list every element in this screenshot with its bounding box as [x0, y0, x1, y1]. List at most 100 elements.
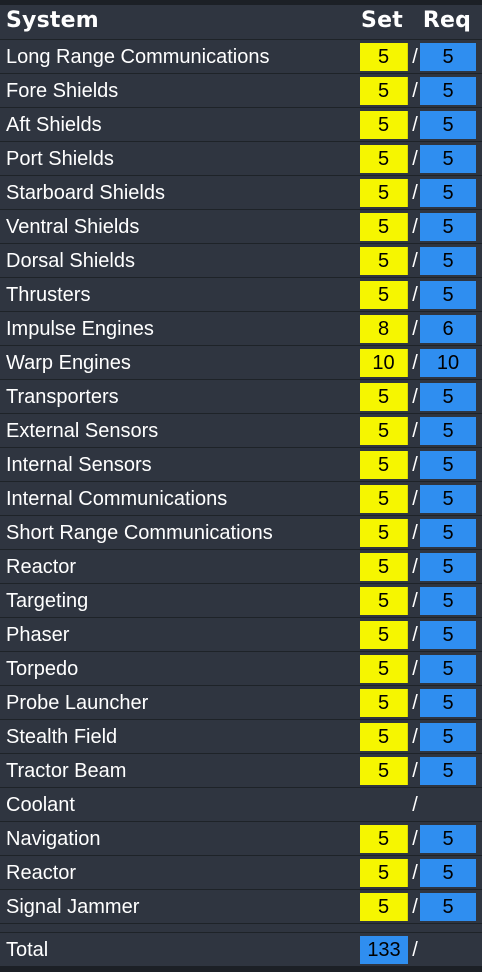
set-value[interactable]: 5: [360, 383, 408, 411]
system-name: Reactor: [6, 556, 77, 578]
system-row: Thrusters 5 / 5: [0, 278, 482, 312]
system-row: Targeting 5 / 5: [0, 584, 482, 618]
system-row: Stealth Field 5 / 5: [0, 720, 482, 754]
system-name: Thrusters: [6, 284, 91, 306]
set-value[interactable]: 5: [360, 43, 408, 71]
separator-slash: /: [412, 250, 418, 272]
set-value[interactable]: 5: [360, 417, 408, 445]
system-row: Fore Shields 5 / 5: [0, 74, 482, 108]
system-name: Short Range Communications: [6, 522, 273, 544]
set-value[interactable]: 5: [360, 213, 408, 241]
separator-slash: /: [412, 556, 418, 578]
set-value[interactable]: 5: [360, 859, 408, 887]
total-row: Total 133 /: [0, 932, 482, 966]
set-value[interactable]: 5: [360, 757, 408, 785]
req-value: 5: [420, 213, 476, 241]
req-value: 5: [420, 519, 476, 547]
separator-slash: /: [412, 420, 418, 442]
system-name: Long Range Communications: [6, 46, 270, 68]
req-value: 5: [420, 383, 476, 411]
req-value: 5: [420, 179, 476, 207]
req-value: 5: [420, 859, 476, 887]
separator-slash: /: [412, 828, 418, 850]
req-value: 5: [420, 553, 476, 581]
set-value[interactable]: 5: [360, 689, 408, 717]
set-value[interactable]: 5: [360, 179, 408, 207]
system-name: Internal Communications: [6, 488, 228, 510]
system-row: Internal Communications 5 / 5: [0, 482, 482, 516]
system-name: Dorsal Shields: [6, 250, 135, 272]
separator-slash: /: [412, 896, 418, 918]
total-value: 133: [360, 936, 408, 964]
separator-slash: /: [412, 182, 418, 204]
system-row: Navigation 5 / 5: [0, 822, 482, 856]
system-row: Impulse Engines 8 / 6: [0, 312, 482, 346]
system-row: External Sensors 5 / 5: [0, 414, 482, 448]
system-name: Targeting: [6, 590, 89, 612]
req-value: 5: [420, 893, 476, 921]
system-row: Coolant /: [0, 788, 482, 822]
system-name: Port Shields: [6, 148, 114, 170]
system-row: Phaser 5 / 5: [0, 618, 482, 652]
separator-slash: /: [412, 114, 418, 136]
set-value[interactable]: 5: [360, 111, 408, 139]
separator-slash: /: [412, 318, 418, 340]
header-system: System: [6, 8, 99, 33]
system-row: Signal Jammer 5 / 5: [0, 890, 482, 924]
set-value[interactable]: 5: [360, 485, 408, 513]
separator-slash: /: [412, 726, 418, 748]
set-value[interactable]: 5: [360, 247, 408, 275]
separator-slash: /: [412, 454, 418, 476]
separator-slash: /: [412, 46, 418, 68]
system-name: Impulse Engines: [6, 318, 154, 340]
set-value[interactable]: 5: [360, 451, 408, 479]
set-value[interactable]: 8: [360, 315, 408, 343]
system-name: Probe Launcher: [6, 692, 149, 714]
system-row: Port Shields 5 / 5: [0, 142, 482, 176]
req-value: 5: [420, 145, 476, 173]
system-row: Ventral Shields 5 / 5: [0, 210, 482, 244]
system-list: Long Range Communications 5 / 5 Fore Shi…: [0, 40, 482, 924]
req-value: 5: [420, 621, 476, 649]
set-value[interactable]: 10: [360, 349, 408, 377]
system-name: Phaser: [6, 624, 70, 646]
system-name: Warp Engines: [6, 352, 131, 374]
set-value[interactable]: 5: [360, 145, 408, 173]
system-row: Aft Shields 5 / 5: [0, 108, 482, 142]
system-name: Aft Shields: [6, 114, 102, 136]
system-row: Tractor Beam 5 / 5: [0, 754, 482, 788]
separator-slash: /: [412, 216, 418, 238]
set-value[interactable]: 5: [360, 723, 408, 751]
separator-slash: /: [412, 760, 418, 782]
separator-slash: /: [412, 148, 418, 170]
set-value[interactable]: 5: [360, 655, 408, 683]
total-separator-slash: /: [412, 939, 418, 961]
total-label: Total: [6, 939, 49, 961]
req-value: 5: [420, 655, 476, 683]
req-value: 6: [420, 315, 476, 343]
system-name: Navigation: [6, 828, 101, 850]
req-value: 5: [420, 689, 476, 717]
system-name: Tractor Beam: [6, 760, 127, 782]
set-value[interactable]: 5: [360, 893, 408, 921]
set-value[interactable]: 5: [360, 825, 408, 853]
req-value: 5: [420, 587, 476, 615]
separator-slash: /: [412, 624, 418, 646]
set-value[interactable]: 5: [360, 621, 408, 649]
system-name: Internal Sensors: [6, 454, 152, 476]
header-req: Req: [422, 8, 472, 33]
set-value[interactable]: 5: [360, 77, 408, 105]
req-value: 5: [420, 247, 476, 275]
system-name: Signal Jammer: [6, 896, 140, 918]
set-value[interactable]: 5: [360, 587, 408, 615]
system-name: Ventral Shields: [6, 216, 140, 238]
system-row: Torpedo 5 / 5: [0, 652, 482, 686]
separator-slash: /: [412, 794, 418, 816]
set-value[interactable]: 5: [360, 519, 408, 547]
system-row: Reactor 5 / 5: [0, 550, 482, 584]
set-value[interactable]: 5: [360, 553, 408, 581]
system-name: Starboard Shields: [6, 182, 165, 204]
req-value: 5: [420, 757, 476, 785]
set-value[interactable]: 5: [360, 281, 408, 309]
